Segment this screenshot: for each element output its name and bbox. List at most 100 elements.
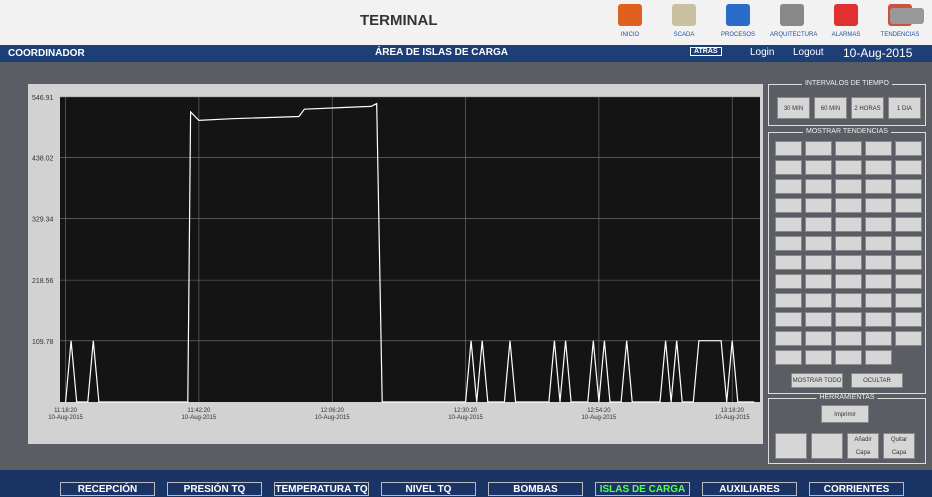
tool-button[interactable] [811,433,843,459]
x-tick-label: 11:18:20 [54,408,78,414]
nav-label[interactable]: INICIO [608,32,652,38]
trend-button[interactable] [775,179,802,194]
scada-screen: TERMINAL INICIOSCADAPROCESOSARQUITECTURA… [0,0,932,497]
trend-button[interactable] [865,160,892,175]
trend-button[interactable] [805,255,832,270]
trend-button[interactable] [805,217,832,232]
tool-button[interactable]: Quitar Capa [883,433,915,459]
nav-icon[interactable] [618,4,642,26]
trend-button[interactable] [865,350,892,365]
trend-button[interactable] [775,350,802,365]
trend-button[interactable] [895,198,922,213]
trend-button[interactable] [835,198,862,213]
nav-icon[interactable] [890,8,924,24]
trend-button[interactable] [835,160,862,175]
logout[interactable]: Logout [793,47,824,58]
trend-button[interactable] [775,236,802,251]
tab[interactable]: TEMPERATURA TQ [274,482,369,496]
nav-label[interactable]: ALARMAS [824,32,868,38]
tab[interactable]: ISLAS DE CARGA [595,482,690,496]
trend-button[interactable] [805,350,832,365]
nav-label[interactable]: SCADA [662,32,706,38]
trend-button[interactable] [895,331,922,346]
interval-button[interactable]: 30 MIN [777,97,810,119]
nav-icon[interactable] [726,4,750,26]
trend-button[interactable] [775,312,802,327]
nav-label[interactable]: ARQUITECTURA [770,32,814,38]
trend-button[interactable] [775,160,802,175]
trend-button[interactable] [805,331,832,346]
trend-button[interactable] [895,141,922,156]
trend-button[interactable] [835,179,862,194]
tab[interactable]: PRESIÓN TQ [167,482,262,496]
trend-button[interactable] [895,255,922,270]
trend-button[interactable] [835,331,862,346]
trend-button[interactable] [835,141,862,156]
trend-button[interactable] [775,255,802,270]
trend-button[interactable] [865,141,892,156]
trend-button[interactable] [865,217,892,232]
trend-button[interactable] [835,217,862,232]
trend-button[interactable] [805,160,832,175]
trend-action-button[interactable]: OCULTAR [851,373,903,388]
trend-button[interactable] [865,331,892,346]
trend-button[interactable] [805,141,832,156]
trend-button[interactable] [865,274,892,289]
print-button[interactable]: Imprimir [821,405,869,423]
login[interactable]: Login [750,47,774,58]
nav-icon[interactable] [780,4,804,26]
trend-button[interactable] [835,274,862,289]
trend-button[interactable] [835,312,862,327]
tab-bar: RECEPCIÓN PRESIÓN TQ TEMPERATURA TQ NIVEL T… [0,470,932,497]
tab[interactable]: BOMBAS [488,482,583,496]
tab[interactable]: RECEPCIÓN [60,482,155,496]
trend-button[interactable] [805,293,832,308]
interval-button[interactable]: 60 MIN [814,97,847,119]
y-tick-label: 546.91 [32,95,54,102]
trend-button[interactable] [895,160,922,175]
trend-button[interactable] [805,179,832,194]
trend-button[interactable] [865,293,892,308]
trend-button[interactable] [775,331,802,346]
trend-button[interactable] [805,274,832,289]
trend-button[interactable] [775,198,802,213]
trend-button[interactable] [805,236,832,251]
trend-button[interactable] [805,198,832,213]
trend-button[interactable] [835,236,862,251]
trend-button[interactable] [895,179,922,194]
trend-button[interactable] [775,274,802,289]
trend-button[interactable] [895,293,922,308]
tool-button[interactable] [775,433,807,459]
tool-button[interactable]: Añadir Capa [847,433,879,459]
trend-button[interactable] [895,217,922,232]
trend-button[interactable] [775,293,802,308]
trend-button[interactable] [835,350,862,365]
top-bar: COORDINADOR ÁREA DE ISLAS DE CARGA ATRAS… [0,45,932,62]
trend-button[interactable] [835,293,862,308]
trend-button[interactable] [865,312,892,327]
tab[interactable]: AUXILIARES [702,482,797,496]
trend-button[interactable] [835,255,862,270]
trend-button[interactable] [775,217,802,232]
tab[interactable]: CORRIENTES [809,482,904,496]
y-tick-label: 109.78 [32,339,54,346]
trend-button[interactable] [865,198,892,213]
interval-button[interactable]: 1 DIA [888,97,921,119]
nav-label[interactable]: TENDENCIAS [878,32,922,38]
back-button[interactable]: ATRAS [690,47,722,56]
nav-icon[interactable] [834,4,858,26]
trend-action-button[interactable]: MOSTRAR TODO [791,373,843,388]
nav-icon[interactable] [672,4,696,26]
trend-button[interactable] [865,179,892,194]
trend-button[interactable] [775,141,802,156]
trend-button[interactable] [895,274,922,289]
tab[interactable]: NIVEL TQ [381,482,476,496]
trend-button[interactable] [895,312,922,327]
trend-button[interactable] [865,236,892,251]
trend-button[interactable] [865,255,892,270]
trend-button[interactable] [895,236,922,251]
y-tick-label: 438.02 [32,156,54,163]
interval-button[interactable]: 2 HORAS [851,97,884,119]
nav-label[interactable]: PROCESOS [716,32,760,38]
trend-button[interactable] [805,312,832,327]
